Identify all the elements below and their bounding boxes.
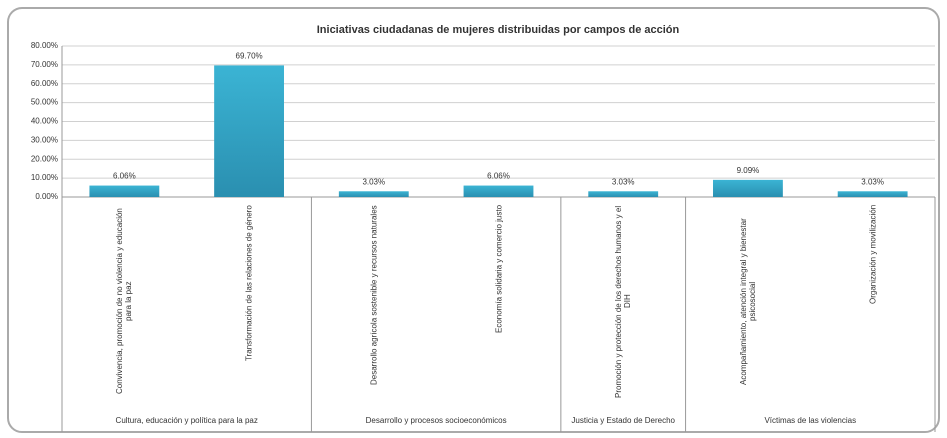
y-tick-label: 10.00% [31,173,58,182]
data-label: 3.03% [362,177,385,186]
x-tick-label: Organización y movilización [868,205,878,305]
y-tick-label: 30.00% [31,135,58,144]
data-label: 3.03% [861,177,884,186]
bar [463,185,534,197]
x-tick-label: Transformación de las relaciones de géne… [244,205,254,361]
bar [713,179,783,197]
y-tick-label: 50.00% [31,98,58,107]
group-label: Cultura, educación y política para la pa… [115,416,258,425]
x-tick-label: Convivencia, promoción de no violencia y… [115,208,134,395]
x-tick-label: Desarrollo agrícola sostenible y recurso… [369,205,379,385]
data-label: 9.09% [737,166,760,175]
bar [214,65,284,197]
group-label: Desarrollo y procesos socioeconómicos [365,416,507,425]
x-tick-label: Promoción y protección de los derechos h… [614,205,633,398]
chart-title: Iniciativas ciudadanas de mujeres distri… [317,24,680,36]
y-tick-label: 60.00% [31,79,58,88]
group-label: Víctimas de las violencias [764,416,857,425]
bar [338,191,409,197]
y-tick-label: 0.00% [35,192,58,201]
data-label: 69.70% [236,52,263,61]
data-label: 6.06% [113,172,136,181]
bar [89,185,160,197]
data-label: 3.03% [612,177,635,186]
data-label: 6.06% [487,172,510,181]
y-tick-label: 40.00% [31,117,58,126]
x-tick-label: Economía solidaria y comercio justo [494,205,503,334]
y-tick-label: 80.00% [31,41,58,50]
y-tick-label: 70.00% [31,60,58,69]
group-label: Justicia y Estado de Derecho [571,416,675,425]
bar [588,191,659,197]
y-tick-label: 20.00% [31,154,58,163]
x-tick-label: Acompañamiento, atención integral y bien… [738,218,757,385]
bar [837,191,908,197]
